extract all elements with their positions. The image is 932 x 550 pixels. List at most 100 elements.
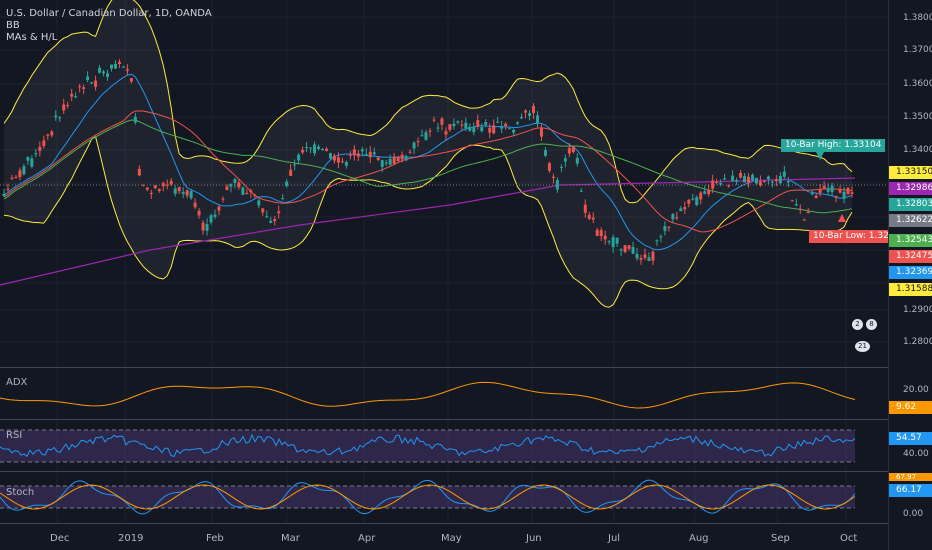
candle-body — [778, 176, 782, 184]
candle-body — [524, 110, 528, 113]
candle-body — [695, 197, 699, 205]
candle-body — [603, 235, 607, 240]
event-badge[interactable]: 8 — [866, 319, 877, 330]
price-chart[interactable] — [0, 0, 888, 550]
candle-body — [197, 210, 201, 216]
price-tag-ma: 1.32803 — [889, 198, 932, 211]
candle-body — [102, 71, 106, 74]
candle-body — [723, 178, 727, 180]
candle-body — [643, 254, 647, 258]
candle-body — [392, 157, 396, 164]
time-tick: Jul — [608, 533, 621, 544]
pane-separator[interactable] — [0, 523, 888, 524]
candle-body — [336, 157, 340, 163]
candle-body — [762, 180, 766, 182]
ma-line — [3, 119, 853, 214]
candle-body — [66, 105, 70, 107]
low-marker — [838, 214, 846, 222]
candle-body — [504, 123, 508, 127]
candle-body — [301, 149, 305, 153]
candle-body — [149, 192, 153, 194]
candle-body — [289, 169, 293, 176]
time-tick: 2019 — [118, 533, 144, 544]
candle-body — [476, 120, 480, 127]
ten-bar-high-label: 10-Bar High: 1.33104 — [781, 139, 886, 152]
candle-body — [137, 168, 141, 176]
event-badge[interactable]: 2 — [852, 319, 863, 330]
stoch-k-tag: 66.17 — [889, 484, 932, 497]
price-tag-ma200: 1.32986 — [889, 182, 932, 195]
candle-body — [766, 176, 770, 180]
event-badge[interactable]: 21 — [855, 341, 870, 352]
candle-body — [444, 131, 448, 135]
candle-body — [635, 253, 639, 259]
candle-body — [571, 146, 575, 153]
symbol-legend[interactable]: U.S. Dollar / Canadian Dollar, 1D, OANDA… — [6, 8, 212, 44]
candle-body — [555, 179, 559, 190]
candle-body — [559, 166, 563, 168]
candle-body — [332, 155, 336, 161]
candle-body — [400, 154, 404, 160]
candle-body — [225, 186, 229, 190]
candle-body — [324, 148, 328, 151]
price-tag-bb-lower: 1.31588 — [889, 283, 932, 296]
price-tick: 1.34000 — [903, 145, 932, 155]
candle-body — [754, 177, 758, 184]
time-tick: Aug — [689, 533, 709, 544]
stoch-pane-label: Stoch — [6, 487, 35, 498]
candle-body — [623, 245, 627, 252]
candle-body — [826, 188, 830, 192]
candle-body — [806, 211, 810, 214]
candle-body — [834, 196, 838, 198]
candle-body — [436, 127, 440, 129]
candle-body — [161, 183, 165, 187]
candle-body — [508, 128, 512, 130]
stoch-k-line — [0, 479, 856, 515]
time-tick: Sep — [771, 533, 790, 544]
candle-body — [153, 185, 157, 189]
candle-body — [165, 184, 169, 186]
candle-body — [675, 217, 679, 219]
candle-body — [707, 190, 711, 195]
candle-body — [615, 237, 619, 244]
candle-body — [488, 127, 492, 133]
candle-body — [691, 198, 695, 200]
price-axis[interactable]: 1.38000 1.37000 1.36000 1.35000 1.34000 … — [888, 0, 932, 550]
pane-separator[interactable] — [0, 471, 888, 472]
candle-body — [472, 126, 476, 133]
candle-body — [90, 82, 94, 84]
candle-body — [305, 146, 309, 148]
pane-separator[interactable] — [0, 367, 888, 368]
indicator-bb-label[interactable]: BB — [6, 20, 20, 31]
candle-body — [452, 123, 456, 127]
candle-body — [293, 164, 297, 166]
candle-body — [535, 115, 539, 124]
pane-separator[interactable] — [0, 419, 888, 420]
time-tick: Apr — [358, 533, 376, 544]
candle-body — [611, 237, 615, 248]
candle-body — [599, 230, 603, 237]
candle-body — [671, 213, 675, 220]
candle-body — [579, 190, 583, 192]
bollinger-lower — [3, 135, 853, 308]
candle-body — [34, 153, 38, 155]
high-marker — [816, 152, 824, 160]
candle-body — [496, 121, 500, 123]
candle-body — [484, 122, 488, 125]
indicator-mas-label[interactable]: MAs & H/L — [6, 32, 58, 43]
candle-body — [647, 257, 651, 261]
candle-body — [113, 63, 117, 69]
candle-body — [567, 148, 571, 154]
candle-body — [539, 128, 543, 137]
candle-body — [309, 147, 313, 149]
candle-body — [177, 187, 181, 192]
candle-body — [786, 181, 790, 183]
candle-body — [38, 146, 42, 151]
candle-body — [699, 192, 703, 200]
candle-body — [802, 219, 806, 221]
time-tick: Oct — [840, 533, 858, 544]
candle-body — [2, 193, 6, 196]
candle-body — [221, 198, 225, 200]
candle-body — [798, 208, 802, 210]
